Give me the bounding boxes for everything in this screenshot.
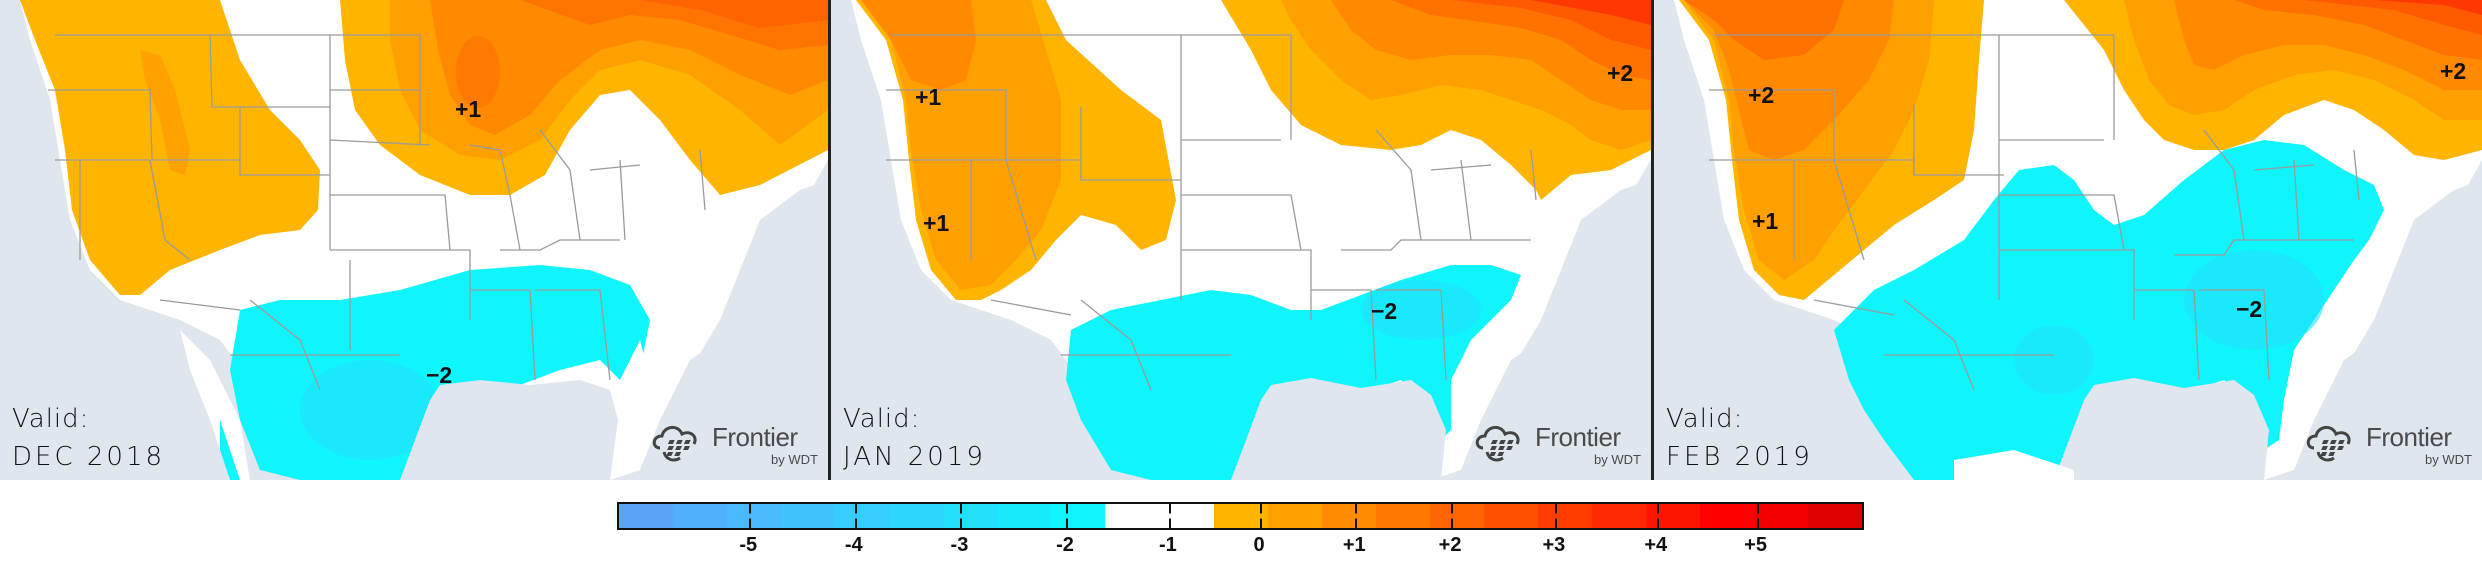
anomaly-label: +2 [1607,60,1634,86]
colorbar-label: -1 [1158,534,1177,556]
valid-month: JAN 2019 [843,442,986,472]
cloud-grid-icon [1475,426,1520,462]
colorbar-segment [1105,504,1160,528]
colorbar-segment [1051,504,1106,528]
colorbar-segment [835,504,890,528]
colorbar-tick [1355,504,1358,528]
colorbar-segment [727,504,782,528]
map-panel-feb-2019: Valid: FEB 2019 +2 +1 +2 −2 Fro [1654,0,2482,480]
temperature-anomaly-map [1674,0,2482,480]
logo-by: by WDT [771,452,818,467]
valid-month: FEB 2019 [1666,442,1813,472]
colorbar-label: +2 [1438,534,1462,556]
colorbar-label: 0 [1253,534,1265,556]
colorbar-segment [1375,504,1430,528]
colorbar-segment [1321,504,1376,528]
colorbar-segment [1753,504,1809,528]
valid-label: Valid: [843,404,921,434]
colorbar-segment [1808,504,1863,528]
colorbar-segment [1645,504,1700,528]
anomaly-label: −2 [1371,298,1398,324]
temperature-anomaly-map [20,0,828,480]
colorbar-segment [1267,504,1322,528]
colorbar-segment [781,504,836,528]
logo-by: by WDT [1594,452,1641,467]
colorbar-label: -2 [1056,534,1074,556]
anomaly-label: +2 [1748,82,1775,108]
anomaly-label: +1 [455,96,482,122]
frontier-logo: Frontier by WDT [2304,418,2474,472]
colorbar-tick [1260,504,1262,528]
colorbar-tick [1065,504,1068,528]
colorbar-tick [1756,504,1759,528]
colorbar-tick [1554,504,1557,528]
colorbar-tick [960,504,963,528]
anomaly-label: −2 [2236,296,2263,322]
anomaly-label: +1 [915,84,942,110]
colorbar-segment [1699,504,1754,528]
logo-brand: Frontier [2366,422,2452,452]
colorbar-segment [1537,504,1592,528]
colorbar-segment [1213,504,1268,528]
colorbar-label: +5 [1744,534,1767,556]
colorbar-labels: -5 -4 -3 -2 -1 0 +1 +2 +3 +4 +5 [617,534,1864,564]
colorbar-tick [1656,504,1659,528]
colorbar-segment [889,504,944,528]
colorbar-label: -3 [950,534,969,556]
cloud-grid-icon [652,426,697,462]
panel-divider [828,0,831,480]
anomaly-label: −2 [426,362,453,388]
forecast-panels: Valid: DEC 2018 +1 −2 Frontier by [0,0,2482,480]
colorbar-tick [854,504,857,528]
anomaly-label: +1 [1752,208,1779,234]
colorbar-label: +3 [1542,534,1566,556]
anomaly-label: +2 [2440,58,2467,84]
logo-brand: Frontier [712,422,798,452]
colorbar-tick [1451,504,1454,528]
colorbar-tick [749,504,752,528]
map-panel-dec-2018: Valid: DEC 2018 +1 −2 Frontier by [0,0,828,480]
colorbar-label: +4 [1644,534,1668,556]
colorbar-segment [673,504,728,528]
colorbar-segment [997,504,1052,528]
anomaly-label: +1 [923,210,950,236]
colorbar-segment [943,504,998,528]
frontier-logo: Frontier by WDT [650,418,820,472]
logo-by: by WDT [2425,452,2472,467]
temperature-anomaly-map [851,0,1651,480]
frontier-logo: Frontier by WDT [1473,418,1643,472]
map-panel-jan-2019: Valid: JAN 2019 +1 +1 +2 −2 Fro [831,0,1651,480]
cloud-grid-icon [2306,426,2351,462]
colorbar-label: -5 [739,534,758,556]
colorbar-segment [1483,504,1538,528]
colorbar-tick [1168,504,1171,528]
valid-label: Valid: [12,404,90,434]
colorbar-segment [1429,504,1484,528]
logo-brand: Frontier [1535,422,1621,452]
colorbar-legend [617,502,1864,530]
colorbar-segment [1591,504,1646,528]
panel-divider [1651,0,1654,480]
colorbar-label: -4 [844,534,863,556]
colorbar-segment [1159,504,1214,528]
colorbar-label: +1 [1342,534,1366,556]
valid-month: DEC 2018 [12,442,166,472]
valid-label: Valid: [1666,404,1744,434]
colorbar-segment [619,504,674,528]
